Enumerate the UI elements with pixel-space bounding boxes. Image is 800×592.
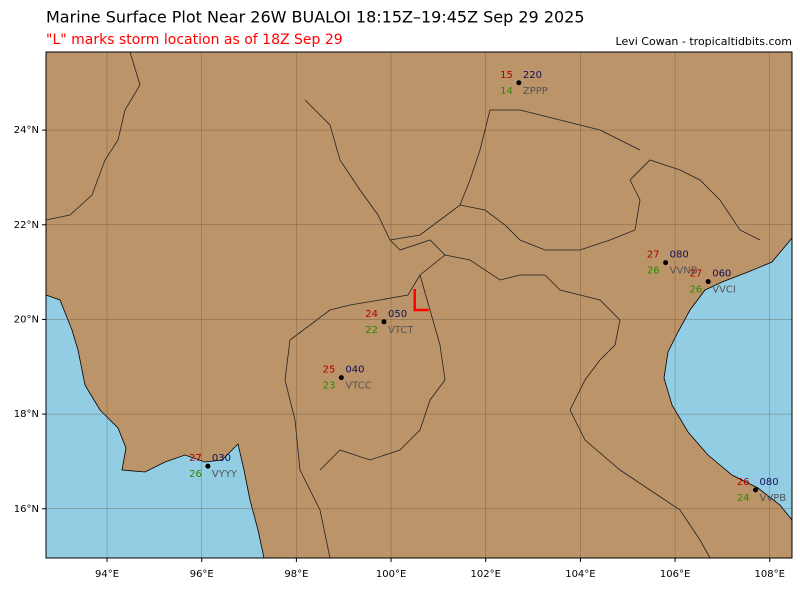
pressure: 080 xyxy=(670,250,689,261)
station-id: VVNB xyxy=(670,266,698,277)
pressure: 030 xyxy=(212,453,231,464)
station-dot xyxy=(381,319,387,325)
pressure: 220 xyxy=(523,70,542,81)
subtitle: "L" marks storm location as of 18Z Sep 2… xyxy=(46,32,343,48)
station-dot xyxy=(205,463,211,469)
x-tick-label: 94°E xyxy=(95,569,119,580)
storm-marker xyxy=(413,288,429,312)
x-tick-label: 96°E xyxy=(190,569,214,580)
borders xyxy=(45,51,761,559)
dewpoint: 26 xyxy=(189,469,202,480)
dewpoint: 23 xyxy=(323,381,336,392)
temperature: 26 xyxy=(737,477,750,488)
dewpoint: 26 xyxy=(689,285,702,296)
andaman-sea xyxy=(45,294,265,559)
station-dot xyxy=(516,80,522,86)
station-id: ZPPP xyxy=(523,86,548,97)
station-dot xyxy=(663,260,669,266)
dewpoint: 24 xyxy=(737,493,750,504)
pressure: 080 xyxy=(760,477,779,488)
y-tick-label: 20°N xyxy=(14,314,39,325)
gulf-of-tonkin xyxy=(663,236,793,522)
temperature: 27 xyxy=(647,250,660,261)
y-tick-label: 24°N xyxy=(14,125,39,136)
x-tick-label: 100°E xyxy=(376,569,406,580)
temperature: 27 xyxy=(689,269,702,280)
x-tick-label: 104°E xyxy=(565,569,595,580)
temperature: 27 xyxy=(189,453,202,464)
grid: 94°E 96°E 98°E 100°E 102°E 104°E 106°E 108°E 16°… xyxy=(14,52,792,580)
y-tick-label: 22°N xyxy=(14,220,39,231)
x-tick-label: 102°E xyxy=(471,569,501,580)
station-id: VVPB xyxy=(760,493,787,504)
pressure: 060 xyxy=(712,269,731,280)
x-tick-label: 106°E xyxy=(660,569,690,580)
pressure: 050 xyxy=(388,309,407,320)
station-id: VTCT xyxy=(388,325,414,336)
map-base xyxy=(45,51,793,559)
temperature: 25 xyxy=(323,365,336,376)
dewpoint: 22 xyxy=(365,325,378,336)
station-id: VTCC xyxy=(345,381,371,392)
dewpoint: 14 xyxy=(500,86,513,97)
y-tick-label: 16°N xyxy=(14,504,39,515)
y-tick-label: 18°N xyxy=(14,409,39,420)
station-dot xyxy=(705,279,711,285)
x-tick-label: 98°E xyxy=(284,569,308,580)
station-dot xyxy=(338,375,344,381)
pressure: 040 xyxy=(345,365,364,376)
dewpoint: 26 xyxy=(647,266,660,277)
credit: Levi Cowan - tropicaltidbits.com xyxy=(616,35,792,48)
station-id: VVCI xyxy=(712,285,736,296)
station-dot xyxy=(753,487,759,493)
station-id: VYYY xyxy=(212,469,238,480)
map-frame xyxy=(45,51,793,559)
title: Marine Surface Plot Near 26W BUALOI 18:1… xyxy=(46,8,585,27)
x-tick-label: 108°E xyxy=(755,569,785,580)
temperature: 15 xyxy=(500,70,513,81)
temperature: 24 xyxy=(365,309,378,320)
